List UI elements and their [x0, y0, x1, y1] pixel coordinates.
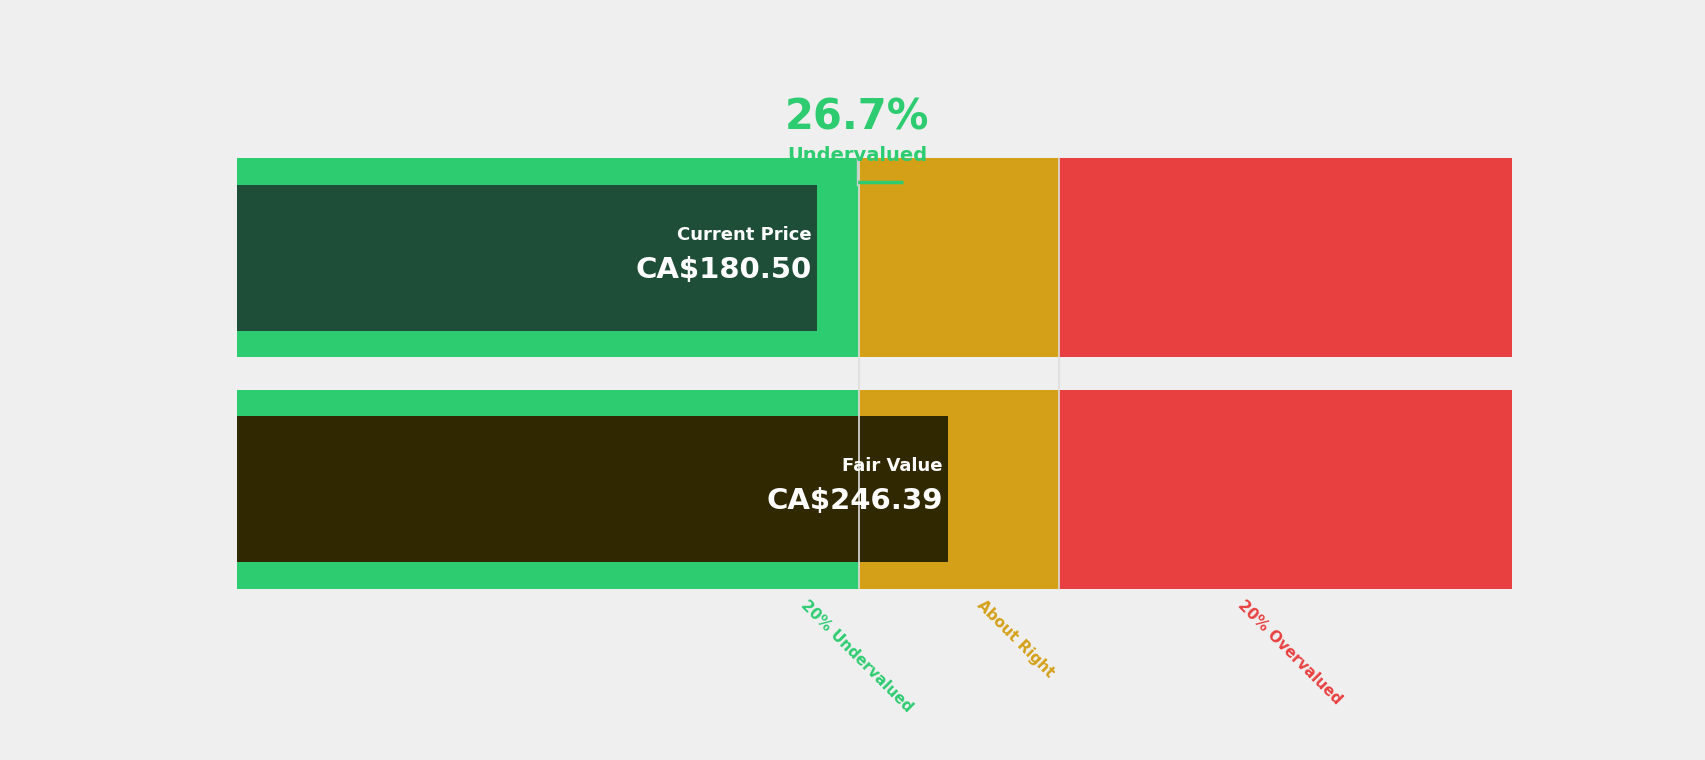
Text: Current Price: Current Price [677, 226, 812, 243]
Text: 26.7%: 26.7% [784, 97, 929, 138]
FancyBboxPatch shape [1059, 159, 1511, 357]
FancyBboxPatch shape [237, 185, 817, 331]
Text: 20% Undervalued: 20% Undervalued [798, 597, 916, 715]
FancyBboxPatch shape [237, 390, 859, 588]
Text: CA$180.50: CA$180.50 [634, 255, 812, 283]
Text: CA$246.39: CA$246.39 [766, 487, 943, 515]
FancyBboxPatch shape [859, 159, 1059, 357]
Text: 20% Overvalued: 20% Overvalued [1234, 597, 1344, 707]
Text: About Right: About Right [974, 597, 1057, 680]
FancyBboxPatch shape [237, 416, 948, 562]
FancyBboxPatch shape [1059, 390, 1511, 588]
FancyBboxPatch shape [237, 357, 1511, 390]
Text: Undervalued: Undervalued [786, 146, 926, 165]
Text: Fair Value: Fair Value [842, 457, 943, 475]
FancyBboxPatch shape [859, 390, 1059, 588]
FancyBboxPatch shape [237, 159, 859, 357]
